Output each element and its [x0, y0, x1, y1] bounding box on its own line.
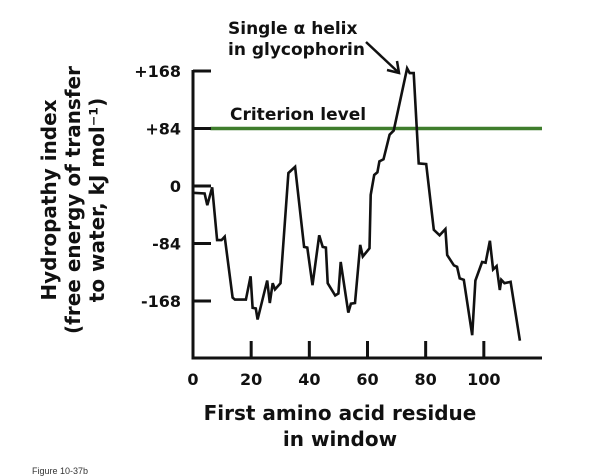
x-tick-label: 40 — [298, 370, 320, 389]
annotation-line-1: Single α helix — [228, 19, 358, 39]
x-tick-label: 80 — [415, 370, 437, 389]
y-tick-label: +168 — [134, 62, 181, 81]
y-tick-label: -168 — [141, 292, 181, 311]
annotation-arrow — [365, 41, 401, 75]
x-tick-label: 100 — [467, 370, 500, 389]
y-tick-label: 0 — [170, 177, 181, 196]
y-axis-label-line-2: (free energy of transfer — [61, 66, 85, 334]
y-tick-label: +84 — [145, 120, 181, 139]
y-axis-label-line-1: Hydropathy index — [37, 99, 61, 300]
y-axis-label: Hydropathy index (free energy of transfe… — [37, 66, 109, 334]
x-tick-label: 60 — [356, 370, 378, 389]
hydropathy-series-line — [192, 64, 522, 341]
figure-caption: Figure 10-37b — [32, 466, 89, 476]
y-tick-label: -84 — [152, 234, 181, 253]
x-axis-label-line-1: First amino acid residue — [204, 401, 477, 425]
x-tick-label: 0 — [187, 370, 198, 389]
y-axis-label-line-3: to water, kJ mol⁻¹) — [85, 98, 109, 302]
annotation-line-2: in glycophorin — [228, 40, 365, 60]
criterion-level-label: Criterion level — [230, 105, 366, 125]
x-tick-label: 20 — [240, 370, 262, 389]
x-axis-label-line-2: in window — [283, 427, 397, 451]
